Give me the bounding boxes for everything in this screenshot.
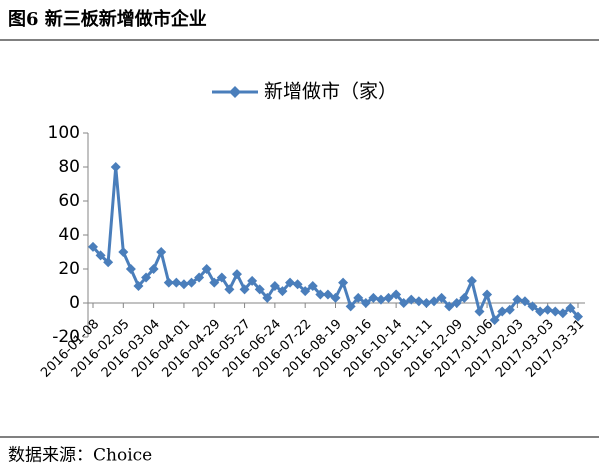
marker	[353, 292, 364, 303]
marker	[466, 275, 477, 286]
marker	[383, 292, 394, 303]
marker	[330, 292, 341, 303]
marker	[285, 277, 296, 288]
marker	[406, 294, 417, 305]
marker	[292, 279, 303, 290]
y-tick-label: 80	[58, 157, 80, 177]
marker	[156, 247, 167, 257]
marker	[231, 269, 242, 280]
marker	[391, 289, 402, 300]
marker	[262, 292, 273, 303]
marker	[239, 284, 250, 295]
y-tick-label: -20	[52, 327, 80, 347]
marker	[254, 284, 265, 295]
marker	[527, 301, 538, 312]
marker	[489, 315, 500, 325]
figure-title: 图6 新三板新增做市企业	[8, 8, 207, 30]
marker	[178, 279, 189, 290]
plot: -200204060801002016-01-082016-02-052016-…	[38, 81, 587, 381]
legend-label: 新增做市（家）	[264, 81, 397, 103]
marker	[133, 281, 144, 291]
marker	[95, 250, 106, 261]
marker	[103, 257, 114, 268]
marker	[201, 264, 212, 274]
marker	[512, 294, 523, 305]
y-tick-label: 40	[58, 225, 80, 245]
marker	[209, 277, 220, 288]
marker	[413, 296, 424, 307]
marker	[565, 303, 576, 314]
legend-marker	[229, 86, 241, 98]
marker	[269, 281, 280, 291]
y-tick-label: 20	[58, 259, 80, 279]
marker	[141, 272, 152, 283]
marker	[542, 304, 553, 315]
marker	[504, 304, 515, 315]
marker	[444, 301, 455, 312]
marker	[125, 264, 136, 274]
y-tick-label: 60	[58, 191, 80, 211]
marker	[110, 162, 121, 172]
marker	[429, 296, 440, 307]
marker	[557, 308, 568, 319]
marker	[482, 289, 493, 300]
marker	[88, 241, 98, 252]
y-tick-label: 0	[69, 293, 80, 313]
marker	[436, 292, 447, 303]
marker	[322, 289, 333, 300]
marker	[375, 294, 386, 305]
marker	[497, 306, 508, 317]
source: 数据来源：Choice	[8, 446, 152, 466]
marker	[535, 306, 546, 317]
marker	[300, 286, 311, 297]
marker	[315, 289, 326, 300]
marker	[368, 292, 379, 303]
marker	[307, 281, 318, 291]
marker	[338, 277, 349, 288]
marker	[519, 296, 530, 307]
marker	[550, 306, 561, 317]
marker	[459, 292, 470, 303]
marker	[186, 277, 197, 288]
marker	[247, 275, 258, 286]
marker	[345, 301, 356, 312]
marker	[573, 311, 583, 322]
marker	[451, 298, 462, 308]
marker	[360, 298, 371, 308]
marker	[148, 264, 159, 274]
marker	[224, 284, 235, 295]
marker	[118, 247, 129, 257]
marker	[277, 286, 288, 297]
marker	[216, 272, 227, 283]
marker	[474, 306, 485, 317]
marker	[398, 298, 409, 308]
marker	[163, 277, 174, 288]
y-tick-label: 100	[48, 123, 80, 143]
marker	[421, 298, 432, 308]
marker	[194, 272, 205, 283]
marker	[171, 277, 182, 288]
